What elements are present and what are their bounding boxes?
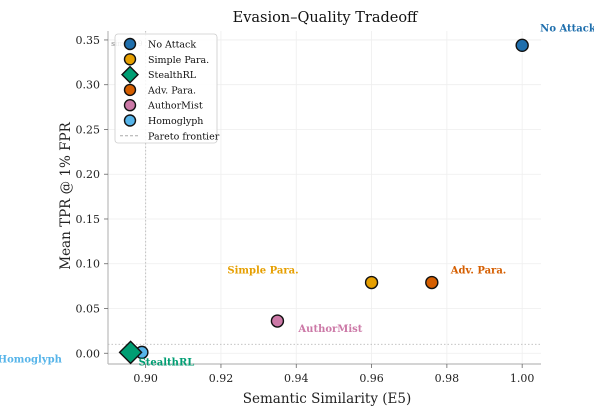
x-tick-label: 0.92 — [209, 372, 234, 385]
y-tick-label: 0.00 — [76, 347, 101, 360]
legend-marker — [123, 37, 137, 51]
legend-box — [114, 33, 218, 144]
point-label: Homoglyph — [0, 354, 63, 365]
legend-label: Simple Para. — [148, 55, 209, 66]
legend-label: Adv. Para. — [147, 85, 196, 96]
y-tick-label: 0.30 — [76, 79, 101, 92]
data-points — [118, 38, 529, 365]
legend-label: StealthRL — [148, 70, 197, 81]
y-tick-label: 0.10 — [76, 258, 101, 271]
x-tick-label: 0.94 — [284, 372, 309, 385]
tick-labels: 0.90 0.92 0.94 0.96 0.98 1.00 0.00 0.05 0.10 0.15… — [76, 34, 535, 385]
y-tick-label: 0.35 — [76, 34, 101, 47]
x-tick-label: 0.98 — [435, 372, 460, 385]
x-tick-label: 1.00 — [510, 372, 535, 385]
point-label: Simple Para. — [227, 266, 298, 277]
x-tick-label: 0.96 — [359, 372, 384, 385]
point-label: No Attack — [540, 23, 594, 34]
point-stealthrl — [118, 340, 143, 365]
x-axis-title: Semantic Similarity (E5) — [243, 391, 412, 407]
legend-label: Homoglyph — [148, 116, 203, 127]
legend: No Attack Simple Para. StealthRL Adv. Para.… — [114, 33, 220, 144]
legend-marker — [123, 114, 137, 127]
point-adv-para- — [425, 275, 439, 290]
point-labels: No Attack Simple Para. StealthRL Adv. Para.… — [0, 23, 594, 368]
legend-label: AuthorMist — [147, 101, 203, 112]
chart-title: Evasion–Quality Tradeoff — [233, 10, 419, 26]
y-tick-label: 0.20 — [76, 168, 101, 181]
legend-label: No Attack — [148, 40, 196, 51]
point-label: Adv. Para. — [450, 266, 506, 277]
y-axis-title: Mean TPR @ 1% FPR — [58, 121, 74, 269]
legend-marker — [121, 65, 139, 84]
y-tick-label: 0.15 — [76, 213, 101, 226]
legend-marker — [123, 83, 137, 97]
point-simple-para- — [364, 275, 379, 290]
legend-marker — [123, 53, 137, 66]
point-label: StealthRL — [139, 357, 195, 368]
point-no-attack — [515, 38, 529, 53]
x-tick-label: 0.90 — [133, 372, 158, 385]
point-authormist — [270, 314, 285, 328]
legend-marker — [123, 98, 137, 112]
point-label: AuthorMist — [297, 324, 362, 335]
y-tick-label: 0.25 — [76, 123, 101, 136]
legend-label: Pareto frontier — [148, 131, 220, 142]
y-tick-label: 0.05 — [76, 303, 101, 316]
